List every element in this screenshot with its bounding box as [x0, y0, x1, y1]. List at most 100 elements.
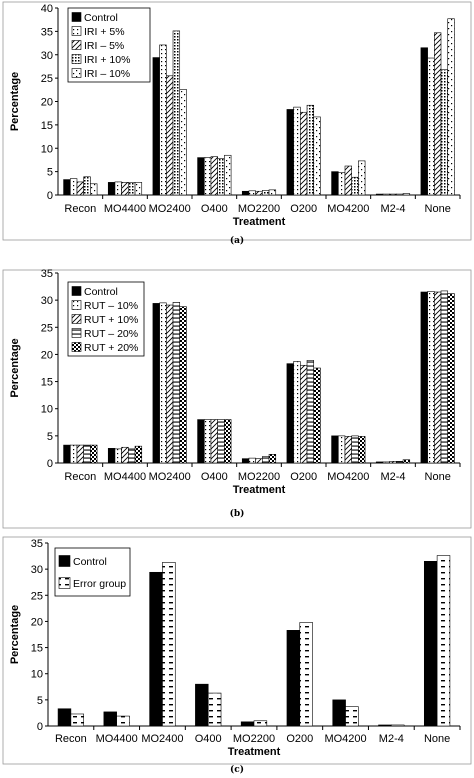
bar: [69, 444, 78, 464]
bar: [286, 109, 294, 196]
legend-label: RUT + 20%: [84, 342, 138, 354]
x-tick-label: O400: [201, 203, 228, 215]
bar: [116, 715, 130, 727]
legend-box: [67, 7, 151, 83]
legend-swatch: [71, 328, 82, 338]
bar: [313, 367, 321, 464]
bar: [262, 456, 270, 464]
bar: [358, 160, 366, 196]
y-tick-label: 30: [41, 50, 53, 62]
x-tick-label: O200: [290, 471, 317, 483]
bar: [70, 713, 85, 727]
y-tick-label: 20: [41, 349, 53, 361]
bar: [134, 445, 143, 464]
y-axis-title: Percentage: [9, 72, 21, 131]
x-tick-label: None: [424, 733, 450, 745]
chart-frame: [2, 1, 472, 241]
bar: [268, 189, 277, 196]
figure-caption: (a): [230, 235, 244, 246]
x-axis-title: Treatment: [228, 746, 281, 758]
y-tick-label: 10: [41, 404, 53, 416]
bar: [179, 89, 187, 196]
bar: [382, 461, 390, 464]
bar: [253, 720, 268, 727]
bar: [344, 436, 352, 464]
legend-label: Control: [84, 12, 118, 24]
bar: [447, 293, 455, 464]
bar: [203, 157, 212, 196]
chart-frame: [2, 536, 472, 765]
legend-swatch: [71, 26, 82, 36]
bar: [420, 291, 428, 464]
bar: [121, 446, 129, 464]
x-tick-label: MO2400: [149, 203, 191, 215]
legend-swatch: [71, 342, 82, 352]
bar: [159, 302, 167, 464]
legend-label: RUT – 10%: [84, 300, 138, 312]
y-tick-label: 5: [47, 431, 53, 443]
bar: [396, 193, 404, 196]
bar: [203, 419, 212, 464]
legend-swatch: [71, 54, 82, 64]
legend-label: IRI + 5%: [84, 26, 125, 38]
bar: [447, 18, 455, 196]
bar: [224, 154, 232, 196]
bar: [162, 562, 176, 727]
x-tick-label: MO4400: [104, 471, 146, 483]
x-tick-label: O200: [290, 203, 317, 215]
y-tick-label: 40: [41, 3, 53, 15]
bar: [389, 193, 397, 196]
bar: [172, 30, 181, 196]
x-tick-label: MO4400: [96, 733, 138, 745]
bar: [337, 172, 346, 196]
bar: [345, 706, 359, 727]
bar: [440, 290, 449, 464]
legend-swatch: [71, 314, 82, 324]
x-tick-label: MO4200: [327, 203, 369, 215]
bar: [331, 435, 339, 464]
x-tick-label: M2-4: [380, 203, 405, 215]
bar: [90, 183, 98, 196]
legend-label: IRI – 5%: [84, 40, 124, 52]
bar: [434, 291, 442, 464]
y-tick-label: 0: [47, 190, 53, 202]
bar: [440, 69, 449, 196]
bar: [351, 176, 359, 196]
x-tick-label: M2-4: [379, 733, 404, 745]
y-tick-label: 25: [41, 322, 53, 334]
bar: [83, 444, 91, 464]
legend-swatch: [71, 300, 82, 310]
bar: [389, 461, 397, 464]
x-tick-label: MO4200: [324, 733, 366, 745]
y-tick-label: 10: [41, 143, 53, 155]
bar: [83, 176, 91, 196]
bar: [224, 419, 232, 464]
bar: [207, 692, 222, 727]
bar: [434, 32, 442, 196]
bar: [172, 302, 181, 464]
legend-label: IRI – 10%: [84, 68, 130, 80]
legend-label: RUT + 10%: [84, 314, 138, 326]
bar: [159, 44, 167, 196]
bar: [217, 158, 225, 196]
x-axis-title: Treatment: [233, 484, 286, 496]
y-tick-label: 25: [31, 590, 43, 602]
legend-label: IRI + 10%: [84, 54, 130, 66]
bar: [197, 419, 205, 464]
bar: [306, 104, 315, 196]
bar: [391, 724, 405, 727]
bar: [286, 363, 294, 464]
bar: [313, 116, 321, 196]
y-tick-label: 15: [31, 643, 43, 655]
bar: [427, 57, 435, 196]
x-axis-title: Treatment: [233, 216, 286, 228]
bar: [300, 111, 308, 196]
bar: [166, 304, 174, 464]
bar: [149, 571, 163, 727]
bar: [166, 75, 174, 196]
x-tick-label: None: [425, 471, 451, 483]
bar: [427, 291, 435, 464]
y-tick-label: 35: [41, 26, 53, 38]
y-tick-label: 10: [31, 669, 43, 681]
